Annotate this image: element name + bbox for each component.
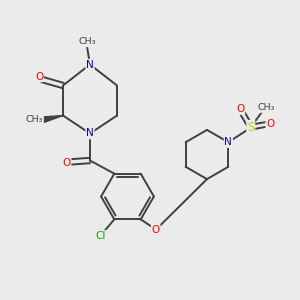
Text: CH₃: CH₃ xyxy=(26,116,43,124)
Text: N: N xyxy=(86,59,94,70)
Text: S: S xyxy=(247,121,254,134)
Text: O: O xyxy=(62,158,71,169)
Text: O: O xyxy=(152,225,160,235)
Text: CH₃: CH₃ xyxy=(257,103,275,112)
Text: N: N xyxy=(224,137,232,147)
Polygon shape xyxy=(41,116,63,123)
Text: Cl: Cl xyxy=(96,231,106,241)
Text: CH₃: CH₃ xyxy=(78,38,96,46)
Text: O: O xyxy=(266,119,275,129)
Text: O: O xyxy=(236,104,244,114)
Text: N: N xyxy=(86,128,94,139)
Text: O: O xyxy=(35,71,43,82)
